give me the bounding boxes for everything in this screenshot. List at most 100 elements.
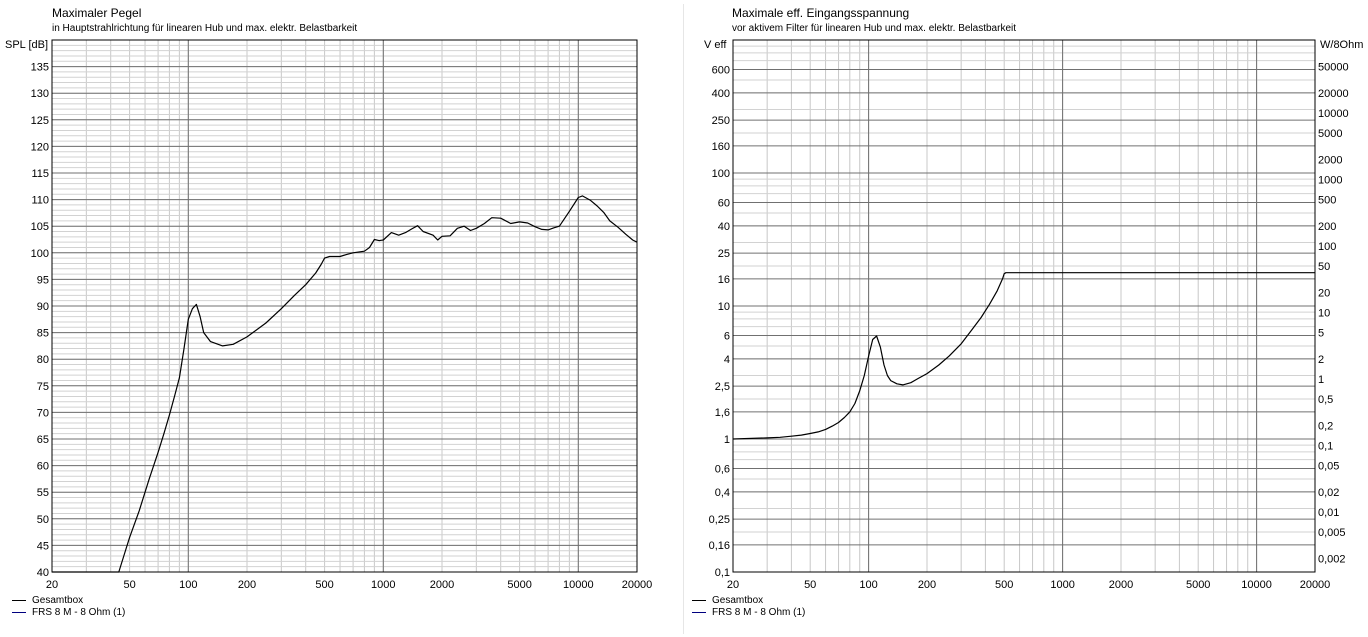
series-line xyxy=(732,272,1315,440)
y2-tick-label: 2000 xyxy=(1318,154,1342,166)
chart-legend: Gesamtbox FRS 8 M - 8 Ohm (1) xyxy=(12,595,125,619)
legend-swatch xyxy=(12,611,26,613)
grid xyxy=(732,39,1316,573)
y-tick-label: 80 xyxy=(37,354,49,366)
y2-tick-label: 0,1 xyxy=(1318,440,1333,452)
legend-swatch xyxy=(692,599,706,601)
y-tick-label: 115 xyxy=(31,168,49,180)
y-tick-label: 40 xyxy=(718,221,730,233)
x-tick-label: 1000 xyxy=(1050,579,1074,591)
plot-frame xyxy=(51,39,638,573)
y2-tick-label: 20000 xyxy=(1318,88,1349,100)
x-tick-label: 2000 xyxy=(1109,579,1133,591)
y-tick-label: 25 xyxy=(718,248,730,260)
chart-title: Maximale eff. Eingangsspannung xyxy=(732,6,910,20)
panel-divider xyxy=(683,4,684,634)
x-tick-label: 20 xyxy=(727,579,739,591)
y2-tick-label: 5000 xyxy=(1318,128,1342,140)
legend-label: FRS 8 M - 8 Ohm (1) xyxy=(712,607,806,618)
x-tick-label: 200 xyxy=(918,579,936,591)
voltage-plot: 20 50 100 200 500 1000 2000 5000 10000 20000 0,1 0,… xyxy=(709,39,1349,591)
y-tick-label: 6 xyxy=(724,331,730,343)
x-tick-label: 1000 xyxy=(371,579,395,591)
y2-tick-label: 2 xyxy=(1318,354,1324,366)
legend-swatch xyxy=(12,599,26,601)
y-tick-label: 160 xyxy=(712,141,730,153)
y-tick-label: 50 xyxy=(37,514,49,526)
y-tick-label: 135 xyxy=(31,62,49,74)
y-tick-label: 600 xyxy=(712,65,730,77)
y-tick-label: 0,16 xyxy=(709,540,730,552)
y-tick-label: 4 xyxy=(724,354,730,366)
legend-swatch xyxy=(692,611,706,613)
legend-label: Gesamtbox xyxy=(712,595,764,606)
y-axis-label: V eff xyxy=(704,39,727,51)
x-tick-label: 20000 xyxy=(622,579,653,591)
y2-tick-label: 5 xyxy=(1318,327,1324,339)
y2-tick-label: 1 xyxy=(1318,374,1324,386)
x-tick-label: 10000 xyxy=(1241,579,1272,591)
y2-tick-label: 0,2 xyxy=(1318,420,1333,432)
y-tick-label: 40 xyxy=(37,567,49,579)
y2-tick-label: 50000 xyxy=(1318,61,1349,73)
y2-tick-label: 0,5 xyxy=(1318,394,1333,406)
y-tick-label: 120 xyxy=(31,141,49,153)
y2-tick-label: 500 xyxy=(1318,194,1336,206)
y2-tick-label: 10 xyxy=(1318,307,1330,319)
x-tick-label: 100 xyxy=(179,579,197,591)
y-tick-label: 130 xyxy=(31,88,49,100)
chart-subtitle: in Hauptstrahlrichtung für linearen Hub … xyxy=(52,23,358,34)
y-tick-label: 65 xyxy=(37,434,49,446)
y-tick-label: 110 xyxy=(31,195,49,207)
x-tick-label: 2000 xyxy=(430,579,454,591)
legend-item: FRS 8 M - 8 Ohm (1) xyxy=(692,607,805,619)
y2-tick-label: 0,005 xyxy=(1318,527,1346,539)
x-tick-label: 50 xyxy=(804,579,816,591)
y-tick-label: 100 xyxy=(712,168,730,180)
plot-frame xyxy=(732,39,1316,573)
y-tick-label: 85 xyxy=(37,328,49,340)
y-tick-label: 70 xyxy=(37,407,49,419)
y2-tick-label: 0,05 xyxy=(1318,460,1339,472)
x-tick-label: 100 xyxy=(859,579,877,591)
chart-subtitle: vor aktivem Filter für linearen Hub und … xyxy=(732,23,1017,34)
y-tick-label: 60 xyxy=(718,198,730,210)
y-tick-label: 100 xyxy=(31,248,49,260)
x-tick-label: 500 xyxy=(995,579,1013,591)
y-tick-label: 95 xyxy=(37,274,49,286)
y-tick-label: 0,6 xyxy=(715,464,730,476)
series-line xyxy=(52,195,638,573)
y2-tick-label: 200 xyxy=(1318,221,1336,233)
y2-tick-label: 50 xyxy=(1318,261,1330,273)
spl-plot: 20 50 100 200 500 1000 2000 5000 10000 20000 40 45 5… xyxy=(31,39,653,591)
y2-tick-label: 100 xyxy=(1318,241,1336,253)
grid xyxy=(51,39,638,573)
y-tick-label: 90 xyxy=(37,301,49,313)
y2-axis-label: W/8Ohm xyxy=(1320,39,1364,51)
y-tick-label: 0,25 xyxy=(709,514,730,526)
y-tick-label: 16 xyxy=(718,274,730,286)
x-tick-label: 5000 xyxy=(1186,579,1210,591)
x-tick-label: 500 xyxy=(315,579,333,591)
chart-title: Maximaler Pegel xyxy=(52,6,142,20)
legend-label: Gesamtbox xyxy=(32,595,84,606)
x-tick-label: 50 xyxy=(123,579,135,591)
legend-item: Gesamtbox xyxy=(692,595,805,607)
legend-item: Gesamtbox xyxy=(12,595,125,607)
y2-tick-label: 20 xyxy=(1318,287,1330,299)
y2-tick-label: 0,002 xyxy=(1318,553,1346,565)
y-tick-label: 60 xyxy=(37,461,49,473)
y-tick-label: 105 xyxy=(31,221,49,233)
y2-tick-label: 0,02 xyxy=(1318,487,1339,499)
chart-legend: Gesamtbox FRS 8 M - 8 Ohm (1) xyxy=(692,595,805,619)
y-tick-label: 2,5 xyxy=(715,381,730,393)
legend-item: FRS 8 M - 8 Ohm (1) xyxy=(12,607,125,619)
y2-tick-label: 10000 xyxy=(1318,108,1349,120)
y-tick-label: 400 xyxy=(712,88,730,100)
y-tick-label: 10 xyxy=(718,301,730,313)
x-tick-label: 10000 xyxy=(563,579,594,591)
y-tick-label: 75 xyxy=(37,381,49,393)
y-tick-label: 125 xyxy=(31,115,49,127)
chart-panel-voltage: Maximale eff. Eingangsspannung vor aktiv… xyxy=(680,0,1368,637)
y-tick-label: 250 xyxy=(712,115,730,127)
